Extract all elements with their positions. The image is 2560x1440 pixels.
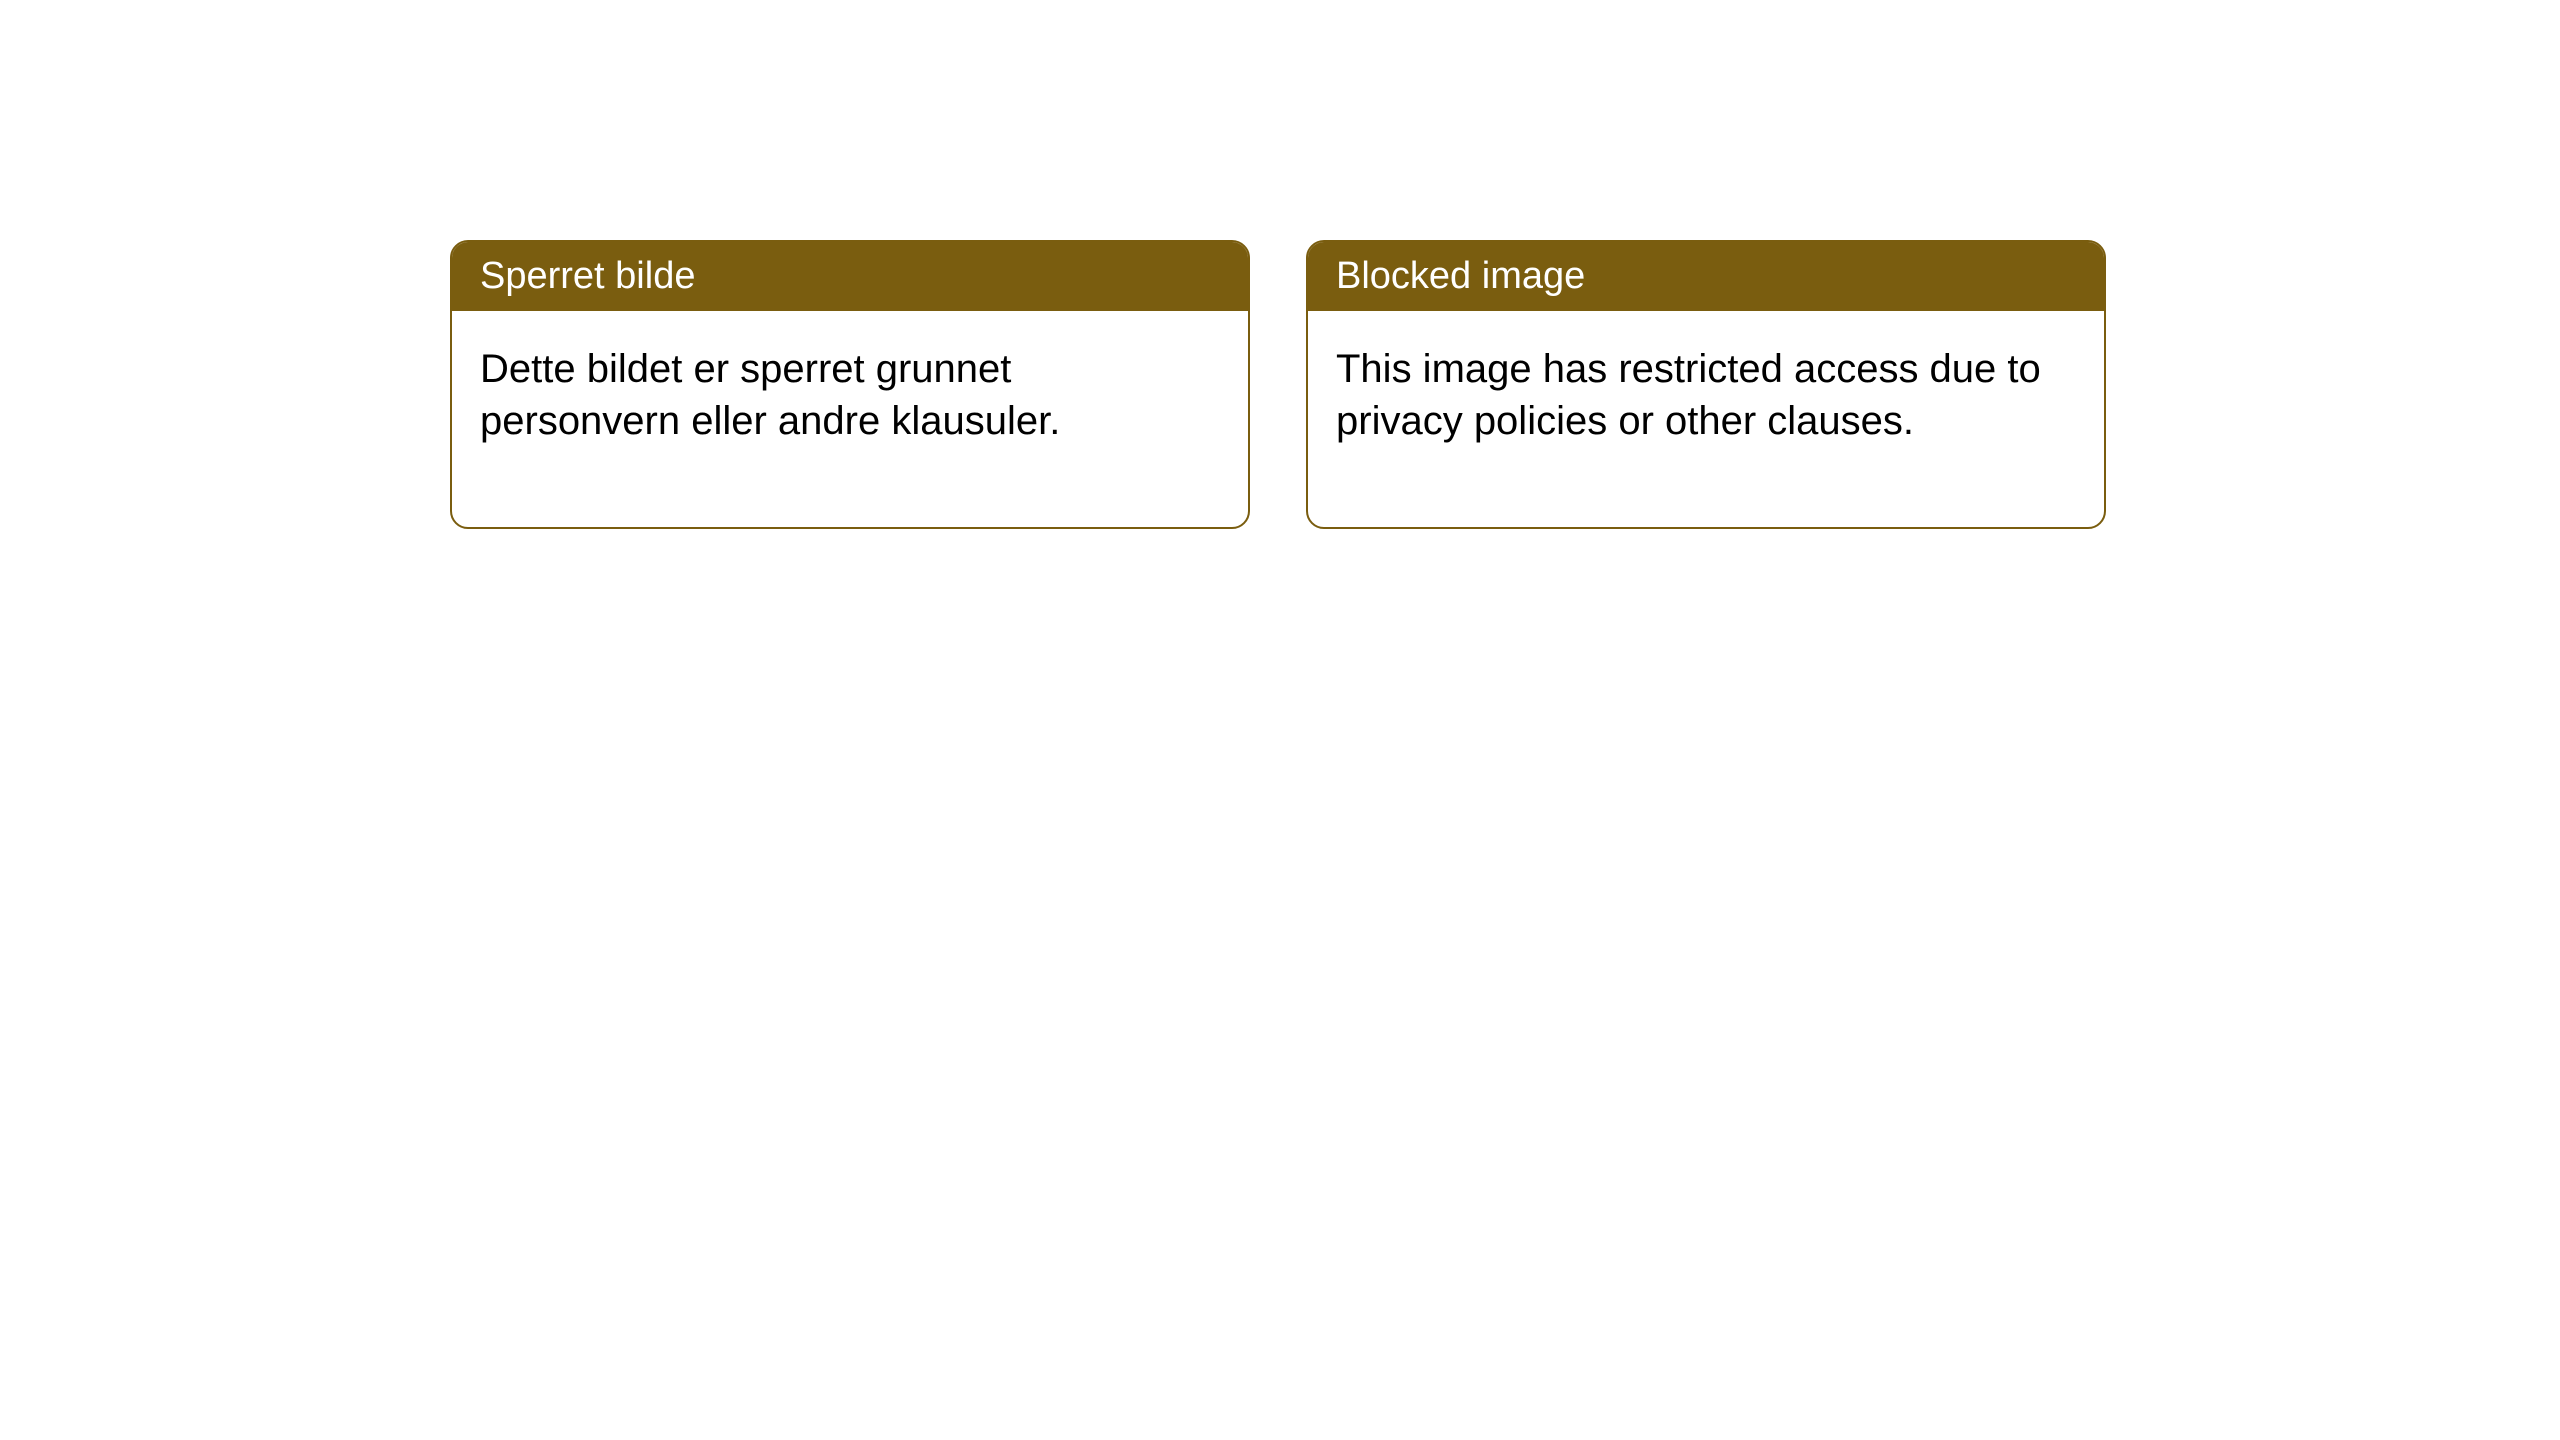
notice-title: Blocked image [1336,255,1585,297]
notice-body-text: This image has restricted access due to … [1336,347,2041,443]
notice-header: Blocked image [1308,242,2104,311]
notice-card-english: Blocked image This image has restricted … [1306,240,2106,529]
notice-card-norwegian: Sperret bilde Dette bildet er sperret gr… [450,240,1250,529]
notice-container: Sperret bilde Dette bildet er sperret gr… [450,240,2106,529]
notice-body-text: Dette bildet er sperret grunnet personve… [480,347,1060,443]
notice-title: Sperret bilde [480,255,695,297]
notice-body: Dette bildet er sperret grunnet personve… [452,311,1248,527]
notice-header: Sperret bilde [452,242,1248,311]
notice-body: This image has restricted access due to … [1308,311,2104,527]
